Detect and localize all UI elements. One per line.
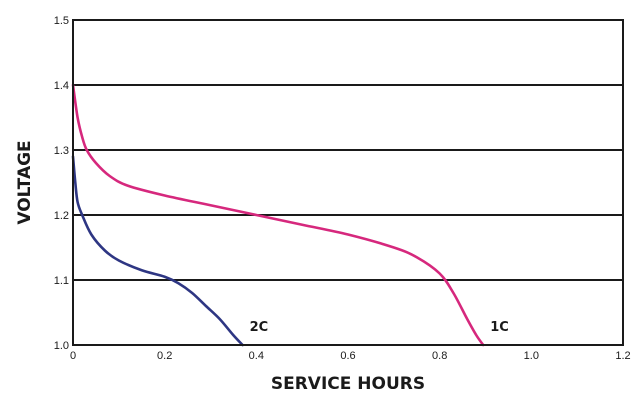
series-line-1c [71, 83, 485, 347]
x-tick-label: 0.4 [249, 350, 264, 362]
y-tick-label: 1.2 [54, 210, 69, 222]
series-line-2c [71, 155, 244, 347]
gridlines [73, 19, 623, 346]
y-axis-title: VOLTAGE [15, 140, 35, 224]
x-tick-label: 0.2 [157, 350, 172, 362]
plot-area-frame [72, 19, 624, 346]
series-labels: 1C 2C [250, 320, 509, 335]
x-tick-label: 1.0 [524, 350, 539, 362]
series-label-2c: 2C [250, 320, 269, 335]
series-label-1c: 1C [490, 320, 509, 335]
y-tick-label: 1.1 [54, 275, 69, 287]
series-lines [71, 83, 485, 347]
y-tick-label: 1.4 [54, 80, 69, 92]
y-axis-ticks: 1.0 1.1 1.2 1.3 1.4 1.5 [54, 15, 69, 352]
x-axis-title: SERVICE HOURS [271, 374, 425, 394]
y-tick-label: 1.0 [54, 340, 69, 352]
y-tick-label: 1.3 [54, 145, 69, 157]
x-tick-label: 1.2 [615, 350, 630, 362]
x-axis-ticks: 0 0.2 0.4 0.6 0.8 1.0 1.2 [70, 350, 631, 362]
x-tick-label: 0.6 [340, 350, 355, 362]
x-tick-label: 0.8 [432, 350, 447, 362]
y-tick-label: 1.5 [54, 15, 69, 27]
x-tick-label: 0 [70, 350, 76, 362]
